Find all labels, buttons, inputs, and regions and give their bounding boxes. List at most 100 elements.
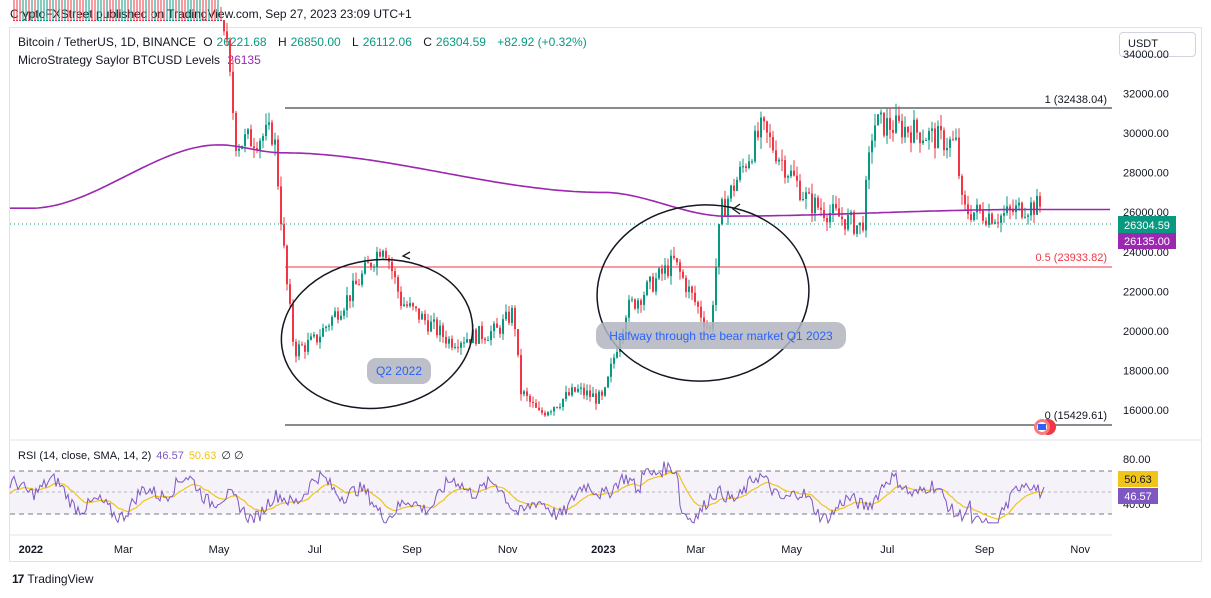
candle-body bbox=[979, 204, 981, 211]
candle-body bbox=[397, 277, 399, 292]
price-axis-label: 20000.00 bbox=[1123, 326, 1169, 338]
candle-body bbox=[58, 20, 60, 21]
candle-body bbox=[337, 311, 339, 320]
candle-body bbox=[694, 292, 696, 303]
fib-label-1: 1 (32438.04) bbox=[1045, 94, 1107, 106]
candle-body bbox=[799, 180, 801, 200]
candle-body bbox=[235, 112, 237, 151]
candle-body bbox=[937, 125, 939, 149]
candle-body bbox=[232, 71, 234, 113]
candle-body bbox=[628, 299, 630, 318]
candle-body bbox=[289, 284, 291, 304]
candle-body bbox=[757, 130, 759, 138]
time-axis-label: Mar bbox=[114, 544, 133, 556]
indicator-name[interactable]: MicroStrategy Saylor BTCUSD Levels bbox=[18, 53, 221, 67]
candle-body bbox=[22, 20, 24, 21]
time-axis-label: 2022 bbox=[19, 544, 43, 556]
symbol-title[interactable]: Bitcoin / TetherUS, 1D, BINANCE bbox=[18, 35, 196, 49]
candle-body bbox=[670, 255, 672, 277]
candle-body bbox=[943, 130, 945, 151]
candle-body bbox=[409, 303, 411, 307]
candle-body bbox=[430, 321, 432, 332]
candle-body bbox=[856, 225, 858, 234]
candle-body bbox=[592, 393, 594, 397]
economic-event-icon[interactable] bbox=[1034, 419, 1056, 435]
candle-body bbox=[28, 20, 30, 21]
currency-button[interactable]: USDT bbox=[1119, 32, 1196, 57]
candle-body bbox=[394, 271, 396, 278]
candle-body bbox=[931, 128, 933, 131]
rsi-tag-text: 46.57 bbox=[1124, 491, 1152, 503]
candle-body bbox=[94, 20, 96, 21]
candle-body bbox=[880, 112, 882, 115]
candle-body bbox=[448, 338, 450, 344]
candle-body bbox=[253, 146, 255, 149]
candle-body bbox=[295, 341, 297, 357]
candle-body bbox=[193, 20, 195, 21]
candle-body bbox=[838, 208, 840, 217]
circle-q2-2022[interactable] bbox=[272, 247, 483, 420]
candle-body bbox=[1033, 202, 1035, 215]
main-legend: Bitcoin / TetherUS, 1D, BINANCE O 26221.6… bbox=[18, 35, 591, 49]
note-box-q1[interactable] bbox=[596, 322, 846, 349]
candle-body bbox=[325, 326, 327, 329]
candle-body bbox=[292, 303, 294, 342]
candle-body bbox=[286, 245, 288, 285]
candle-body bbox=[70, 20, 72, 21]
candle-body bbox=[712, 305, 714, 329]
candle-body bbox=[55, 20, 57, 21]
candle-body bbox=[532, 401, 534, 403]
tradingview-logo[interactable]: 17 TradingView bbox=[12, 572, 93, 586]
candle-body bbox=[901, 120, 903, 138]
candle-body bbox=[475, 329, 477, 344]
price-axis-label: 34000.00 bbox=[1123, 49, 1169, 61]
time-axis[interactable]: 2022 Mar May Jul Sep Nov 2023 Mar May Jul Sep Nov bbox=[19, 544, 1091, 556]
candle-body bbox=[103, 20, 105, 21]
candle-body bbox=[826, 218, 828, 223]
rsi-sma-line bbox=[9, 471, 1045, 520]
candle-body bbox=[181, 20, 183, 21]
note-box-q2[interactable] bbox=[367, 358, 431, 384]
candle-body bbox=[31, 20, 33, 21]
candle-body bbox=[928, 130, 930, 141]
candle-body bbox=[676, 258, 678, 263]
candle-body bbox=[106, 20, 108, 21]
circle-q1-2023[interactable] bbox=[591, 198, 815, 388]
candle-body bbox=[769, 132, 771, 138]
candle-body bbox=[88, 20, 90, 21]
candle-body bbox=[868, 152, 870, 180]
candle-body bbox=[745, 166, 747, 168]
candle-body bbox=[418, 308, 420, 320]
candle-body bbox=[787, 176, 789, 178]
candle-body bbox=[370, 262, 372, 268]
candle-body bbox=[904, 127, 906, 138]
candle-body bbox=[835, 203, 837, 209]
rsi-sma-tag bbox=[1118, 471, 1158, 487]
candle-body bbox=[748, 161, 750, 168]
indicator-legend: MicroStrategy Saylor BTCUSD Levels 26135 bbox=[18, 53, 265, 67]
candle-body bbox=[922, 140, 924, 144]
candle-body bbox=[160, 20, 162, 21]
candle-body bbox=[34, 20, 36, 21]
candle-body bbox=[412, 303, 414, 307]
candle-body bbox=[781, 159, 783, 161]
candle-body bbox=[310, 336, 312, 340]
candle-body bbox=[304, 345, 306, 352]
candle-body bbox=[877, 114, 879, 126]
candle-body bbox=[184, 20, 186, 21]
candle-body bbox=[478, 325, 480, 344]
candle-body bbox=[568, 392, 570, 396]
candle-body bbox=[526, 391, 528, 396]
candle-body bbox=[643, 294, 645, 305]
candle-body bbox=[496, 323, 498, 328]
candle-body bbox=[556, 407, 558, 409]
candle-body bbox=[73, 20, 75, 21]
candle-body bbox=[421, 313, 423, 320]
candle-body bbox=[502, 319, 504, 334]
candle-body bbox=[739, 166, 741, 180]
candle-body bbox=[898, 115, 900, 121]
candle-body bbox=[964, 194, 966, 205]
time-axis-label: Sep bbox=[402, 544, 422, 556]
candle-body bbox=[721, 199, 723, 225]
candle-body bbox=[514, 307, 516, 330]
